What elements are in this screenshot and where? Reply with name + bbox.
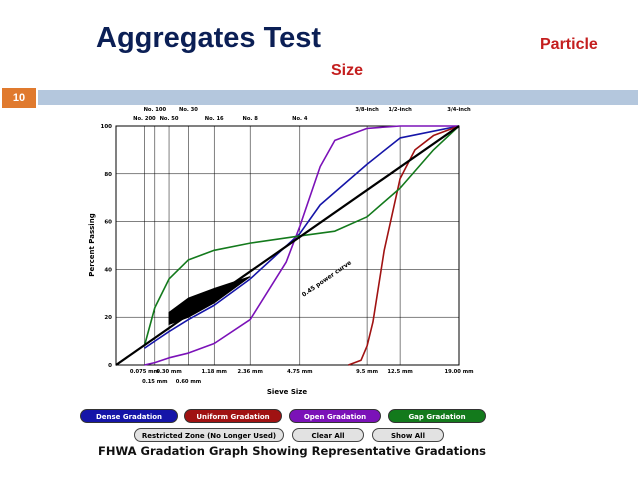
top-sieve-label: No. 100: [144, 107, 167, 113]
series-line: [143, 125, 460, 347]
chart-series: [115, 125, 460, 366]
clear-all-button[interactable]: Clear All: [292, 428, 364, 442]
uniform-gradation-button[interactable]: Uniform Gradation: [184, 409, 282, 423]
top-sieve-label: No. 4: [292, 116, 308, 122]
show-all-button[interactable]: Show All: [372, 428, 444, 442]
top-sieve-label: 3/4-inch: [447, 107, 471, 113]
restricted-zone-button[interactable]: Restricted Zone (No Longer Used): [134, 428, 284, 442]
y-tick-label: 60: [104, 220, 112, 226]
bottom-sieve-label: 1.18 mm: [202, 369, 227, 375]
y-tick-label: 40: [104, 267, 112, 273]
series-line: [143, 125, 460, 349]
top-sieve-label: No. 16: [205, 116, 224, 122]
series-line: [144, 125, 459, 366]
y-axis-label: Percent Passing: [88, 213, 96, 276]
top-sieve-label: No. 50: [160, 116, 179, 122]
figure-caption: FHWA Gradation Graph Showing Representat…: [98, 444, 487, 458]
slide-header-bar: [38, 90, 638, 105]
chart-grid: [116, 125, 460, 366]
bottom-sieve-label: 12.5 mm: [387, 369, 412, 375]
bottom-sieve-label: 19.00 mm: [444, 369, 473, 375]
bottom-sieve-label: 0.075 mm: [130, 369, 159, 375]
top-sieve-label: No. 200: [133, 116, 156, 122]
bottom-sieve-label: 9.5 mm: [356, 369, 378, 375]
bottom-sieve-label: 0.30 mm: [156, 369, 181, 375]
y-tick-label: 0: [108, 363, 112, 369]
y-tick-label: 20: [104, 315, 112, 321]
series-line: [348, 125, 460, 366]
max-density-line: [115, 125, 460, 366]
top-sieve-label: No. 8: [243, 116, 259, 122]
gap-gradation-button[interactable]: Gap Gradation: [388, 409, 486, 423]
open-gradation-button[interactable]: Open Gradation: [289, 409, 381, 423]
top-sieve-label: No. 30: [179, 107, 198, 113]
bottom-sieve-label: 0.60 mm: [176, 379, 201, 385]
x-axis-label: Sieve Size: [267, 388, 307, 396]
slide-title: Aggregates Test: [96, 22, 322, 54]
slide-title-size: Size: [331, 62, 364, 79]
bottom-sieve-label: 4.75 mm: [287, 369, 312, 375]
bottom-sieve-label: 2.36 mm: [237, 369, 262, 375]
bottom-sieve-label: 0.15 mm: [142, 379, 167, 385]
y-tick-label: 100: [101, 124, 113, 130]
y-tick-label: 80: [104, 172, 112, 178]
top-sieve-label: 3/8-inch: [355, 107, 379, 113]
slide-number: 10: [2, 88, 36, 108]
top-sieve-label: 1/2-inch: [388, 107, 412, 113]
gradation-chart: 0 20 40 60 80 100 No. 100 No. 30 3/8-inch 1/2-inc…: [88, 107, 474, 396]
dense-gradation-button[interactable]: Dense Gradation: [80, 409, 178, 423]
slide-title-particle: Particle: [540, 36, 598, 53]
